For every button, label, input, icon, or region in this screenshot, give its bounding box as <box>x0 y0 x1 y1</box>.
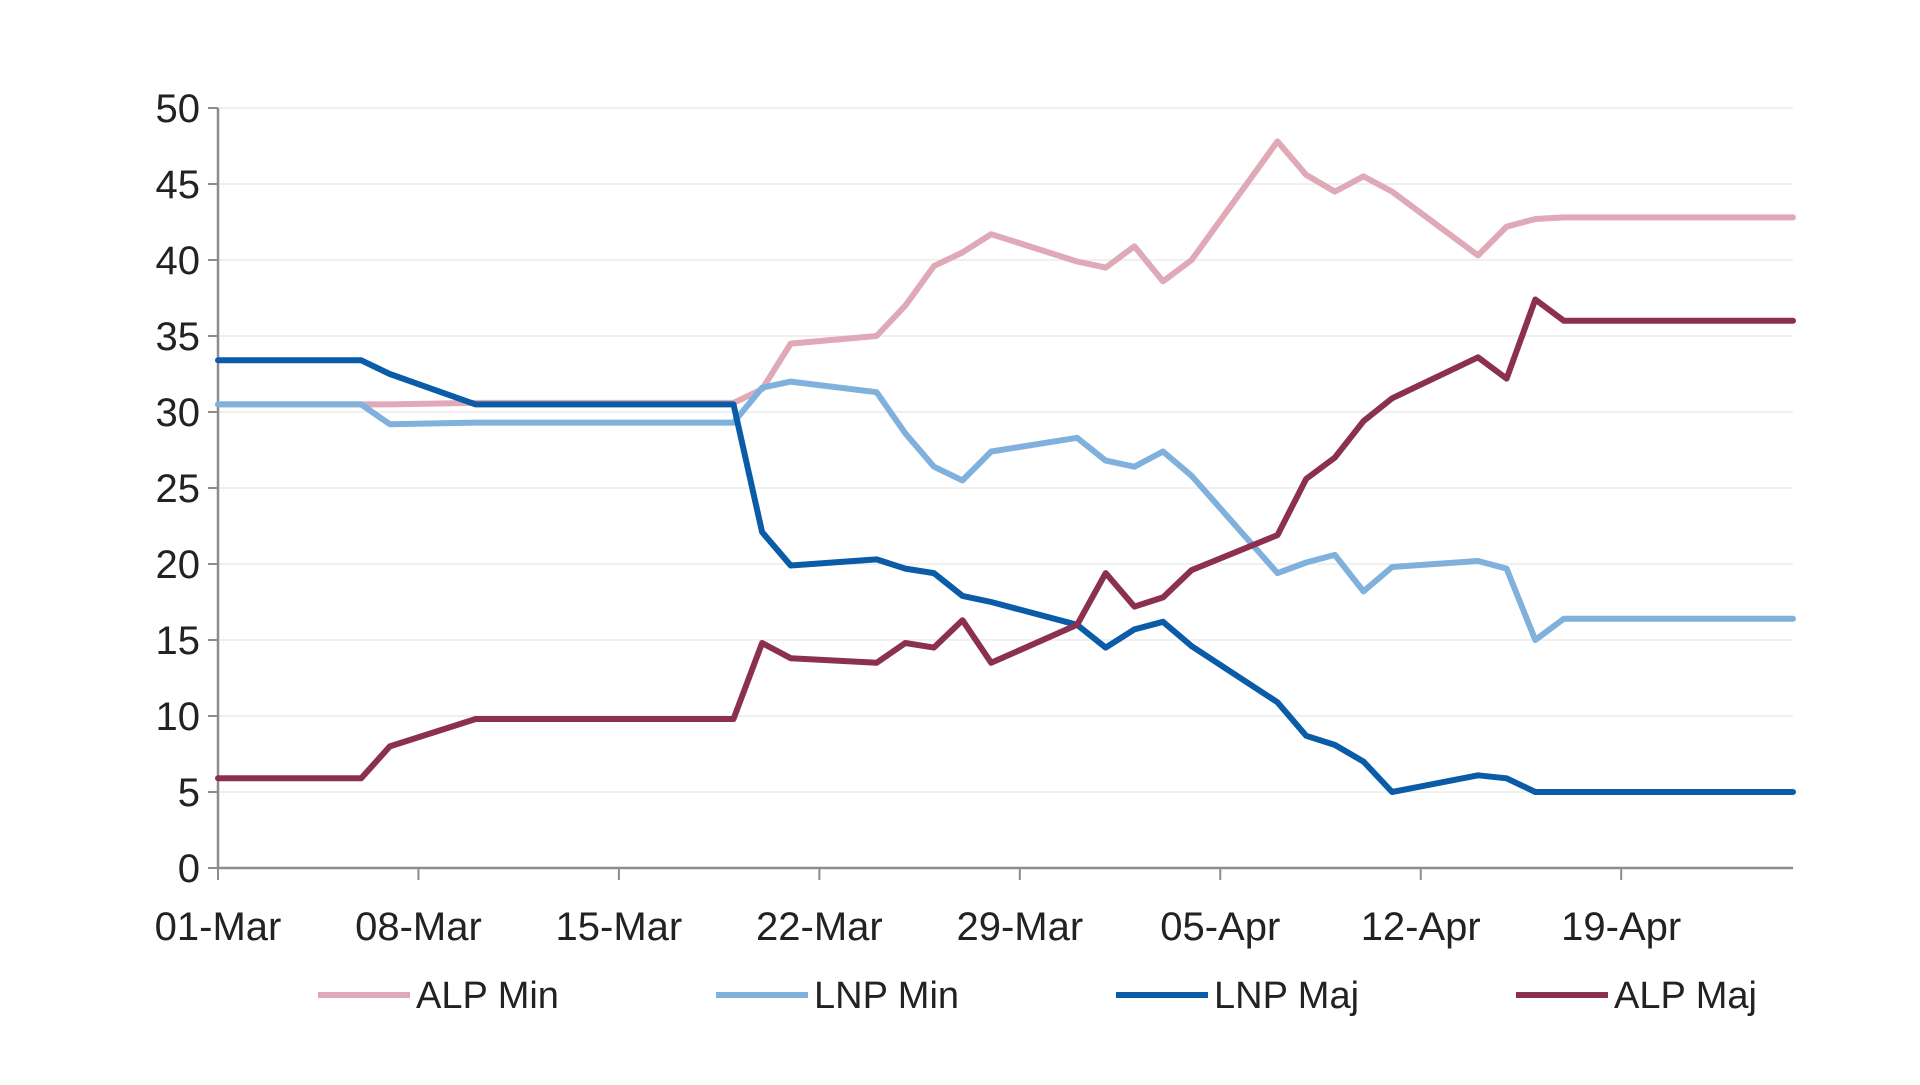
y-tick-label: 30 <box>156 391 201 435</box>
legend-label: ALP Maj <box>1614 975 1757 1017</box>
y-tick-label: 5 <box>178 771 200 815</box>
legend-label: LNP Min <box>814 975 959 1017</box>
legend-label: LNP Maj <box>1214 975 1359 1017</box>
axes: 0 5 10 15 20 25 30 35 40 45 50 01-Mar 08-Mar 15-Mar 22… <box>155 87 1793 949</box>
y-tick-label: 10 <box>156 695 201 739</box>
y-tick-label: 25 <box>156 467 201 511</box>
y-tick-label: 45 <box>156 163 201 207</box>
y-tick-label: 0 <box>178 847 200 891</box>
x-tick-label: 19-Apr <box>1561 905 1681 949</box>
y-tick-label: 20 <box>156 543 201 587</box>
y-tick-label: 15 <box>156 619 201 663</box>
legend: ALP Min LNP Min LNP Maj ALP Maj <box>318 975 1757 1017</box>
legend-item-alp-min: ALP Min <box>318 975 559 1017</box>
x-tick-label: 29-Mar <box>956 905 1083 949</box>
legend-item-alp-maj: ALP Maj <box>1516 975 1757 1017</box>
series-line-lnp-min <box>215 378 1796 643</box>
series-line-alp-min <box>215 138 1796 408</box>
x-tick-label: 08-Mar <box>355 905 482 949</box>
y-tick-label: 50 <box>156 87 201 131</box>
x-tick-label: 12-Apr <box>1361 905 1481 949</box>
series-lines <box>215 138 1796 795</box>
series-line-lnp-maj <box>215 357 1796 795</box>
x-tick-label: 01-Mar <box>155 905 282 949</box>
legend-item-lnp-min: LNP Min <box>716 975 959 1017</box>
y-tick-label: 35 <box>156 315 201 359</box>
x-tick-label: 15-Mar <box>556 905 683 949</box>
legend-label: ALP Min <box>416 975 559 1017</box>
y-tick-label: 40 <box>156 239 201 283</box>
legend-item-lnp-maj: LNP Maj <box>1116 975 1359 1017</box>
x-tick-label: 05-Apr <box>1160 905 1280 949</box>
x-tick-label: 22-Mar <box>756 905 883 949</box>
series-line-alp-maj <box>215 296 1796 782</box>
